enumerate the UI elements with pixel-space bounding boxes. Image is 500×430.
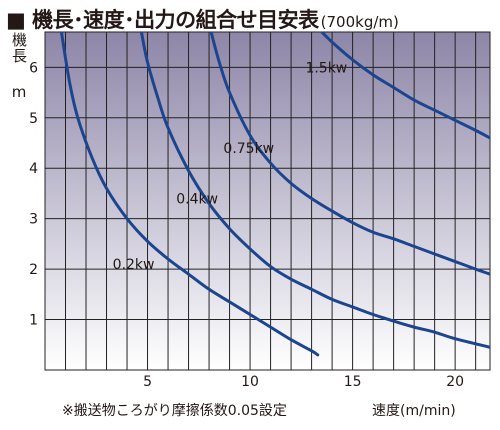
x-tick-label: 5 xyxy=(143,374,152,390)
x-tick-label: 15 xyxy=(344,374,362,390)
series-line-0-75kw xyxy=(209,32,490,276)
series-label-0-75kw: 0.75kw xyxy=(223,141,274,157)
chart-title: ■ 機長･速度･出力の組合せ目安表 (700kg/m) xyxy=(6,4,496,34)
series-line-0-2kw xyxy=(59,32,320,357)
y-axis-label: 機長 m xyxy=(10,32,28,102)
title-text: ■ 機長･速度･出力の組合せ目安表 xyxy=(6,8,319,32)
chart-plot: 0.2kw 0.4kw 0.75kw 1.5kw 5 10 15 20 1 2 3 4 5 6 xyxy=(29,31,491,390)
y-tick-label: 2 xyxy=(29,262,38,278)
title-unit: (700kg/m) xyxy=(320,13,399,31)
chart-note: ※搬送物ころがり摩擦係数0.05設定 xyxy=(62,403,287,419)
y-tick-label: 3 xyxy=(29,212,38,228)
series-label-0-4kw: 0.4kw xyxy=(176,192,218,208)
series-line-0-4kw xyxy=(139,32,490,349)
x-axis-label: 速度(m/min) xyxy=(372,403,456,419)
series-label-1-5kw: 1.5kw xyxy=(305,60,347,76)
y-tick-label: 1 xyxy=(29,313,38,329)
plot-background xyxy=(45,32,490,370)
x-tick-label: 20 xyxy=(446,374,464,390)
x-tick-label: 10 xyxy=(241,374,259,390)
plot-frame xyxy=(44,31,491,371)
y-tick-label: 4 xyxy=(29,161,38,177)
series-label-0-2kw: 0.2kw xyxy=(113,257,155,273)
y-tick-label: 5 xyxy=(29,111,38,127)
series-line-1-5kw xyxy=(320,32,490,140)
y-tick-label: 6 xyxy=(29,60,38,76)
